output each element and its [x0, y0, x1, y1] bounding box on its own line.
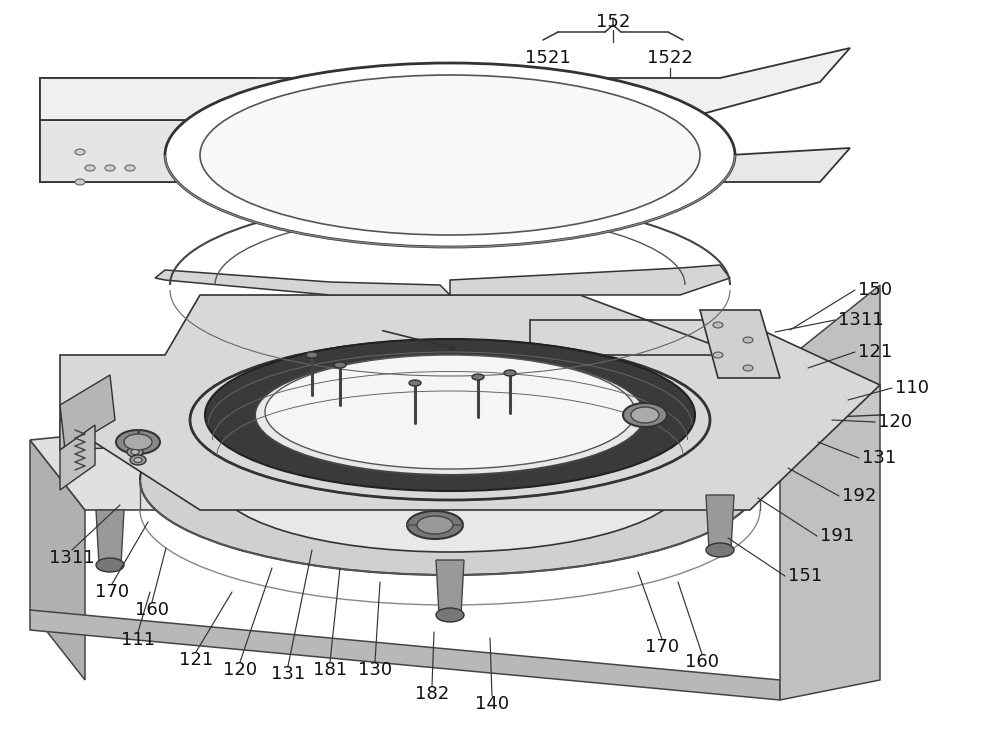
Ellipse shape [215, 408, 685, 552]
Text: 111: 111 [121, 631, 155, 649]
Ellipse shape [105, 165, 115, 171]
Text: 120: 120 [223, 661, 257, 679]
Polygon shape [436, 560, 464, 615]
Polygon shape [706, 495, 734, 550]
Ellipse shape [631, 407, 659, 423]
Text: 160: 160 [685, 653, 719, 671]
Text: 131: 131 [271, 665, 305, 683]
Text: 150: 150 [858, 281, 892, 299]
Text: 160: 160 [135, 601, 169, 619]
Ellipse shape [165, 63, 735, 247]
Polygon shape [40, 120, 730, 182]
Ellipse shape [417, 516, 453, 534]
Ellipse shape [436, 608, 464, 622]
Polygon shape [780, 285, 880, 700]
Ellipse shape [255, 355, 645, 475]
Ellipse shape [124, 434, 152, 450]
Ellipse shape [743, 337, 753, 343]
Polygon shape [40, 48, 850, 120]
Ellipse shape [75, 149, 85, 155]
Ellipse shape [713, 352, 723, 358]
Text: 151: 151 [788, 567, 822, 585]
Text: 182: 182 [415, 685, 449, 703]
Ellipse shape [131, 449, 139, 455]
Text: 121: 121 [179, 651, 213, 669]
Ellipse shape [409, 380, 421, 386]
Ellipse shape [205, 339, 695, 491]
Polygon shape [30, 365, 880, 510]
Ellipse shape [127, 447, 143, 457]
Ellipse shape [743, 365, 753, 371]
Ellipse shape [200, 75, 700, 235]
Ellipse shape [472, 374, 484, 380]
Ellipse shape [140, 385, 760, 575]
Polygon shape [60, 375, 115, 450]
Polygon shape [450, 265, 730, 295]
Ellipse shape [134, 458, 142, 463]
Text: 1311: 1311 [838, 311, 884, 329]
Text: 140: 140 [475, 695, 509, 713]
Ellipse shape [247, 140, 263, 150]
Ellipse shape [706, 543, 734, 557]
Polygon shape [60, 385, 880, 450]
Polygon shape [680, 148, 850, 182]
Text: 1311: 1311 [49, 549, 95, 567]
Ellipse shape [125, 165, 135, 171]
Ellipse shape [334, 362, 346, 368]
Ellipse shape [407, 511, 463, 539]
Polygon shape [96, 510, 124, 565]
Polygon shape [30, 440, 85, 680]
Text: 170: 170 [95, 583, 129, 601]
Polygon shape [30, 610, 780, 700]
Polygon shape [155, 270, 450, 295]
Text: 121: 121 [858, 343, 892, 361]
Text: 1521: 1521 [525, 49, 571, 67]
Ellipse shape [265, 355, 635, 469]
Ellipse shape [116, 430, 160, 454]
Ellipse shape [504, 370, 516, 376]
Polygon shape [60, 355, 165, 450]
Text: 192: 192 [842, 487, 876, 505]
Text: 170: 170 [645, 638, 679, 656]
Ellipse shape [130, 455, 146, 465]
Text: 1522: 1522 [647, 49, 693, 67]
Ellipse shape [306, 352, 318, 358]
Ellipse shape [75, 179, 85, 185]
Text: 131: 131 [862, 449, 896, 467]
Ellipse shape [85, 165, 95, 171]
Text: 130: 130 [358, 661, 392, 679]
Text: 181: 181 [313, 661, 347, 679]
Ellipse shape [713, 322, 723, 328]
Polygon shape [60, 295, 880, 510]
Ellipse shape [96, 558, 124, 572]
Text: 120: 120 [878, 413, 912, 431]
Text: 152: 152 [596, 13, 630, 31]
Text: 191: 191 [820, 527, 854, 545]
Text: 110: 110 [895, 379, 929, 397]
Polygon shape [40, 78, 325, 182]
Polygon shape [700, 310, 780, 378]
Polygon shape [60, 425, 95, 490]
Ellipse shape [623, 403, 667, 427]
